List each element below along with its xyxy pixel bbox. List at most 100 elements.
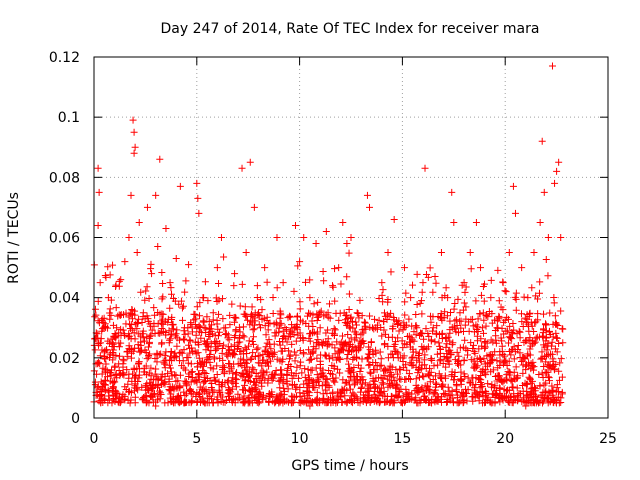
scatter-point xyxy=(495,312,503,320)
scatter-point xyxy=(403,366,411,374)
scatter-point xyxy=(205,333,213,341)
scatter-point xyxy=(159,279,167,287)
scatter-point xyxy=(501,287,509,295)
scatter-point xyxy=(135,315,143,323)
scatter-point xyxy=(217,234,225,241)
scatter-point xyxy=(223,351,231,359)
scatter-point xyxy=(293,363,301,371)
scatter-point xyxy=(131,143,139,151)
scatter-point xyxy=(283,371,291,379)
scatter-point xyxy=(356,376,364,384)
scatter-point xyxy=(542,255,550,263)
scatter-point xyxy=(261,264,269,272)
scatter-point xyxy=(275,377,283,385)
scatter-point xyxy=(492,336,500,344)
scatter-point xyxy=(491,391,499,399)
scatter-point xyxy=(188,328,196,336)
scatter-point xyxy=(285,333,293,341)
scatter-point xyxy=(149,382,157,390)
scatter-point xyxy=(125,332,133,340)
scatter-point xyxy=(466,249,474,257)
scatter-point xyxy=(150,304,158,312)
scatter-point xyxy=(233,369,241,377)
scatter-point xyxy=(511,293,519,301)
scatter-point xyxy=(504,368,512,376)
scatter-point xyxy=(352,353,360,361)
scatter-point xyxy=(477,367,485,375)
scatter-point xyxy=(437,374,445,382)
scatter-point xyxy=(379,286,387,294)
scatter-point xyxy=(194,194,202,202)
scatter-point xyxy=(288,340,296,348)
scatter-point xyxy=(160,378,168,386)
scatter-point xyxy=(523,391,531,399)
scatter-point xyxy=(366,368,374,376)
scatter-point xyxy=(177,392,185,400)
scatter-point xyxy=(339,218,347,226)
scatter-point xyxy=(510,396,518,404)
scatter-point xyxy=(544,368,552,376)
scatter-point xyxy=(457,317,465,325)
scatter-point xyxy=(167,390,175,398)
scatter-point xyxy=(252,385,260,393)
scatter-point xyxy=(474,323,482,331)
scatter-point xyxy=(322,329,330,337)
scatter-point xyxy=(161,360,169,368)
scatter-point xyxy=(148,270,156,278)
scatter-point xyxy=(229,379,237,387)
scatter-point xyxy=(395,327,403,335)
scatter-point xyxy=(313,354,321,362)
scatter-point xyxy=(453,348,461,356)
scatter-point xyxy=(220,368,228,376)
scatter-point xyxy=(111,378,119,386)
scatter-point xyxy=(153,373,161,381)
scatter-point xyxy=(556,359,564,367)
scatter-point xyxy=(91,305,99,313)
scatter-point xyxy=(444,294,452,302)
scatter-point xyxy=(504,315,512,323)
scatter-point xyxy=(302,397,310,405)
scatter-point xyxy=(98,325,106,333)
scatter-point xyxy=(319,369,327,377)
scatter-point xyxy=(240,369,248,377)
scatter-point xyxy=(182,277,190,285)
scatter-point xyxy=(245,337,253,345)
scatter-point xyxy=(309,379,317,387)
scatter-point xyxy=(347,234,355,241)
scatter-point xyxy=(457,368,465,376)
scatter-point xyxy=(412,381,420,389)
scatter-point xyxy=(528,284,536,292)
scatter-point xyxy=(314,339,322,347)
scatter-point xyxy=(106,349,114,357)
scatter-point xyxy=(220,341,228,349)
scatter-point xyxy=(197,359,205,367)
scatter-point xyxy=(159,380,167,388)
scatter-point xyxy=(267,357,275,365)
scatter-point xyxy=(241,303,249,311)
scatter-point xyxy=(167,368,175,376)
scatter-point xyxy=(232,383,240,391)
scatter-point xyxy=(146,379,154,387)
scatter-point xyxy=(116,371,124,379)
scatter-point xyxy=(276,384,284,392)
scatter-point xyxy=(450,305,458,313)
scatter-point xyxy=(461,321,469,329)
scatter-point xyxy=(397,385,405,393)
scatter-point xyxy=(334,365,342,373)
scatter-point xyxy=(539,397,547,405)
scatter-point xyxy=(182,379,190,387)
scatter-point xyxy=(438,382,446,390)
scatter-point xyxy=(353,321,361,329)
scatter-point xyxy=(328,282,336,290)
scatter-point xyxy=(390,314,398,322)
scatter-point xyxy=(94,164,102,172)
scatter-point xyxy=(356,368,364,376)
scatter-point xyxy=(459,343,467,351)
scatter-point xyxy=(268,388,276,396)
scatter-point xyxy=(539,373,547,381)
scatter-point xyxy=(434,361,442,369)
scatter-point xyxy=(101,395,109,403)
scatter-point xyxy=(119,370,127,378)
scatter-point xyxy=(98,315,106,323)
scatter-point xyxy=(141,337,149,345)
